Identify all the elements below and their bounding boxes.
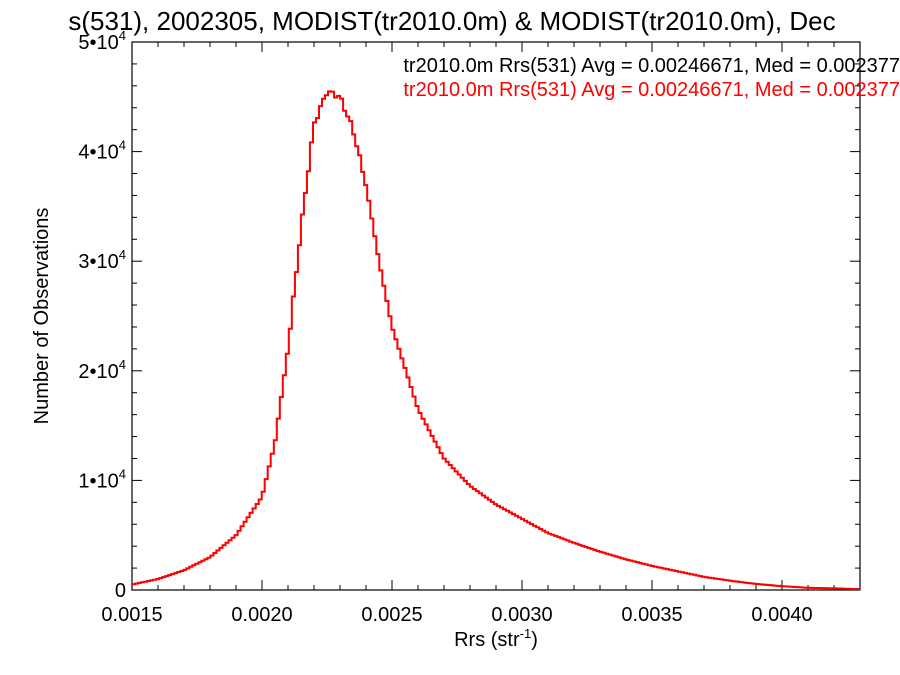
y-tick-label: 1•104	[78, 466, 126, 492]
x-axis-label: Rrs (str-1)	[454, 626, 538, 651]
series-line-2	[132, 90, 860, 591]
y-tick-label: 2•104	[78, 357, 126, 383]
x-axis-label-sup: -1	[520, 626, 532, 641]
series-layer	[132, 90, 860, 591]
x-tick-label: 0.0030	[491, 604, 552, 626]
y-tick-label: 3•104	[78, 247, 126, 273]
y-axis-label: Number of Observations	[31, 208, 53, 425]
y-tick-label: 0	[115, 580, 126, 602]
x-tick-label: 0.0020	[231, 604, 292, 626]
x-axis-label-close: )	[531, 629, 538, 651]
x-axis-label-text: Rrs (str	[454, 629, 520, 651]
x-axis-ticks: 0.0015 0.0020 0.0025 0.0030 0.0035 0.0040	[101, 42, 861, 626]
legend-entry-2: tr2010.0m Rrs(531) Avg = 0.00246671, Med…	[403, 79, 900, 101]
plot-frame	[131, 41, 861, 591]
y-tick-label: 5•104	[78, 28, 126, 54]
x-tick-label: 0.0025	[361, 604, 422, 626]
series-line-1	[132, 90, 860, 590]
x-tick-label: 0.0035	[621, 604, 682, 626]
x-tick-label: 0.0040	[751, 604, 812, 626]
chart-title: s(531), 2002305, MODIST(tr2010.0m) & MOD…	[68, 6, 835, 36]
legend: tr2010.0m Rrs(531) Avg = 0.00246671, Med…	[403, 55, 900, 101]
x-tick-label: 0.0015	[101, 604, 162, 626]
y-axis-ticks: 0 1•104 2•104 3•104 4•104 5•104	[78, 28, 860, 602]
legend-entry-1: tr2010.0m Rrs(531) Avg = 0.00246671, Med…	[403, 55, 900, 77]
y-tick-label: 4•104	[78, 138, 126, 164]
